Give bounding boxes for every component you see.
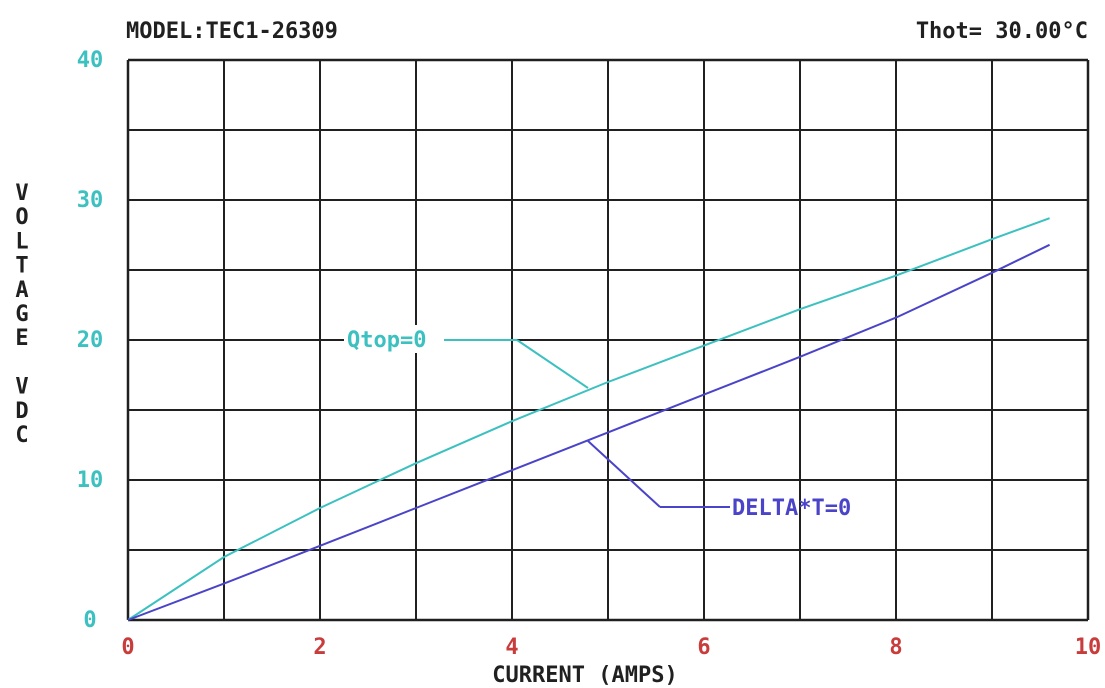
y-axis-label-letter: V	[15, 375, 28, 400]
x-tick-label: 4	[505, 635, 518, 660]
qtop-annotation-background	[344, 325, 444, 353]
y-tick-label: 20	[77, 328, 104, 353]
y-tick-label: 30	[77, 188, 104, 213]
y-tick-label: 40	[77, 48, 104, 73]
x-axis-label: CURRENT (AMPS)	[492, 663, 677, 688]
y-axis-label-letter: G	[15, 302, 28, 327]
qtop-annotation-pointer	[516, 339, 589, 389]
y-tick-label: 0	[83, 608, 96, 633]
x-tick-label: 10	[1075, 635, 1102, 660]
x-tick-label: 0	[121, 635, 134, 660]
y-axis-label-letter: V	[15, 181, 28, 206]
qtop-annotation: Qtop=0	[347, 328, 426, 353]
series-line-delta	[127, 243, 1051, 621]
model-label: MODEL:TEC1-26309	[126, 19, 338, 44]
delta-annotation: DELTA*T=0	[732, 496, 851, 521]
x-tick-label: 6	[697, 635, 710, 660]
series-lines	[127, 217, 1051, 621]
y-tick-labels: 0 10 20 30 40	[77, 48, 104, 633]
y-axis-label-letter: T	[15, 254, 28, 279]
grid	[126, 58, 1090, 622]
y-axis-label-letter: D	[15, 399, 28, 424]
y-axis-label-letter: A	[15, 278, 28, 303]
y-tick-label: 10	[77, 468, 104, 493]
y-axis-label-letter: O	[15, 205, 28, 230]
x-tick-labels: 0 2 4 6 8 10	[121, 635, 1101, 660]
delta-annotation-pointer	[587, 440, 661, 508]
series-line-qtop	[127, 217, 1050, 621]
x-tick-label: 2	[313, 635, 326, 660]
y-axis-label-letter: L	[15, 229, 28, 254]
y-axis-label-letter: E	[15, 326, 28, 351]
x-tick-label: 8	[889, 635, 902, 660]
thot-label: Thot= 30.00°C	[916, 19, 1088, 44]
y-axis-label-letter: C	[15, 423, 28, 448]
